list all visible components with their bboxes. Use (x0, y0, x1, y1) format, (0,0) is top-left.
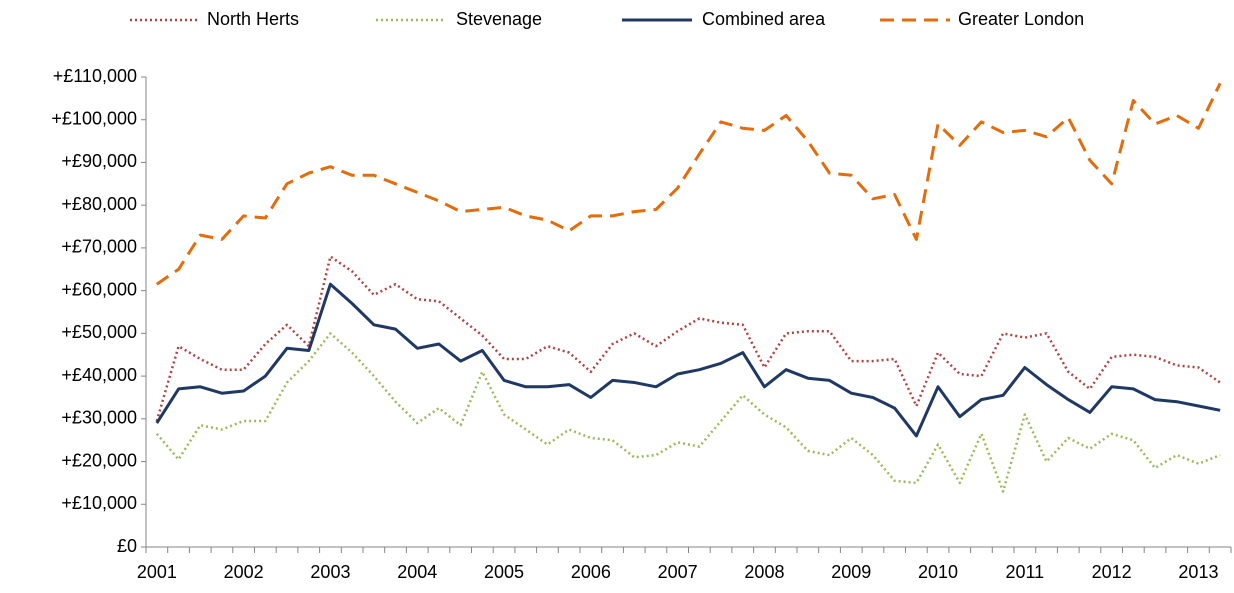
y-tick-label: +£100,000 (51, 108, 137, 128)
x-tick-label: 2001 (137, 562, 177, 582)
series-line (155, 282, 1221, 438)
x-tick-label: 2007 (658, 562, 698, 582)
y-tick-label: +£80,000 (61, 194, 137, 214)
legend-label: North Herts (207, 9, 299, 29)
y-tick-label: +£60,000 (61, 279, 137, 299)
x-tick-label: 2008 (744, 562, 784, 582)
x-tick-label: 2004 (397, 562, 437, 582)
y-tick-label: +£70,000 (61, 237, 137, 257)
series-line (155, 255, 1221, 422)
x-tick-label: 2002 (224, 562, 264, 582)
y-tick-label: +£90,000 (61, 151, 137, 171)
y-tick-label: +£110,000 (53, 66, 137, 86)
y-tick-label: +£30,000 (61, 408, 137, 428)
y-tick-label: +£20,000 (61, 450, 137, 470)
y-tick-label: +£50,000 (61, 322, 137, 342)
x-tick-label: 2003 (310, 562, 350, 582)
x-tick-label: 2009 (831, 562, 871, 582)
series-line (155, 332, 1221, 493)
x-tick-label: 2010 (918, 562, 958, 582)
x-tick-label: 2013 (1178, 562, 1218, 582)
legend-label: Combined area (702, 9, 826, 29)
x-tick-label: 2006 (571, 562, 611, 582)
x-tick-label: 2012 (1092, 562, 1132, 582)
legend-label: Greater London (958, 9, 1084, 29)
y-tick-label: +£10,000 (61, 493, 137, 513)
x-tick-label: 2005 (484, 562, 524, 582)
x-tick-label: 2011 (1005, 562, 1044, 582)
y-tick-label: £0 (117, 536, 137, 556)
y-tick-label: +£40,000 (61, 365, 137, 385)
legend-label: Stevenage (456, 9, 542, 29)
series-line (155, 82, 1222, 286)
